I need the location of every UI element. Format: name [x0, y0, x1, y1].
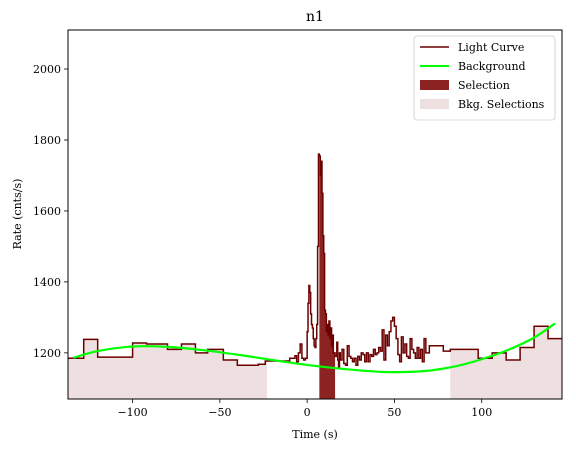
legend-bkg-selections-swatch: [420, 99, 449, 109]
light-curve-line: [68, 153, 562, 368]
x-tick-label: −50: [208, 406, 231, 419]
legend-selection-swatch: [420, 80, 449, 90]
legend-box: [413, 35, 556, 121]
legend-bkg-selections-label: Bkg. Selections: [458, 98, 545, 111]
x-tick-label: 100: [471, 406, 492, 419]
y-tick-label: 1800: [33, 134, 61, 147]
background-fit-line: [72, 322, 556, 374]
x-tick-label: −100: [117, 406, 147, 419]
y-tick-label: 1600: [33, 205, 61, 218]
plot-area: −100 −50 0 50 100 1200 1400 1600 1800 2000: [33, 29, 563, 419]
x-tick-label: 50: [387, 406, 401, 419]
bkg-selection-region: [68, 339, 267, 399]
y-axis-title: Rate (cnts/s): [11, 179, 24, 250]
y-tick-label: 1400: [33, 276, 61, 289]
y-tick-label: 2000: [33, 63, 61, 76]
legend-light-curve-label: Light Curve: [458, 41, 524, 54]
legend-selection-label: Selection: [458, 79, 510, 92]
x-axis-title: Time (s): [292, 428, 338, 441]
chart-title: n1: [306, 9, 324, 25]
legend-background-label: Background: [458, 60, 526, 73]
y-tick-label: 1200: [33, 347, 61, 360]
plot-frame: [67, 29, 563, 400]
legend: Light Curve Background Selection Bkg. Se…: [413, 35, 556, 121]
x-tick-label: 0: [304, 406, 311, 419]
